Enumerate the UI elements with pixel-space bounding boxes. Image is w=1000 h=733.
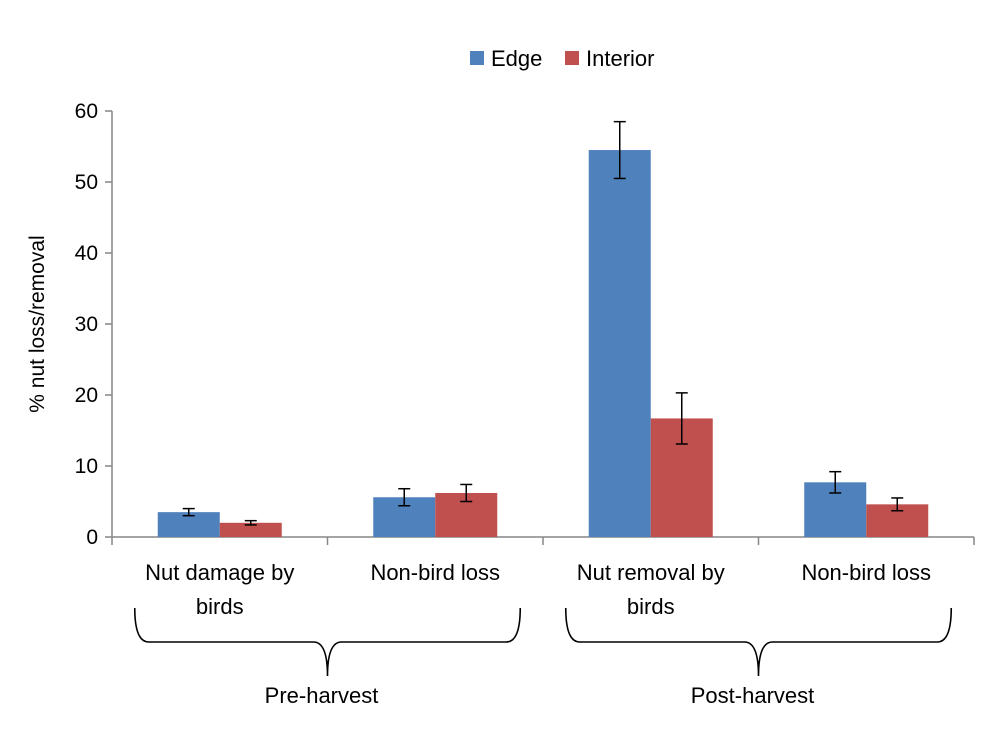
group-label: Post-harvest <box>691 683 815 708</box>
category-label: Non-bird loss <box>801 560 931 585</box>
category-label: birds <box>627 594 675 619</box>
y-tick-label: 10 <box>75 455 98 478</box>
y-axis-title: % nut loss/removal <box>26 235 49 412</box>
legend-swatch-edge <box>470 51 484 65</box>
group-brace <box>564 607 953 677</box>
y-tick-label: 30 <box>75 313 98 336</box>
bar-interior <box>219 522 282 537</box>
legend-label-interior: Interior <box>586 46 654 71</box>
group-label: Pre-harvest <box>265 683 379 708</box>
y-tick-label: 0 <box>86 526 98 549</box>
category-label: Nut removal by <box>577 560 725 585</box>
group-brace <box>133 607 522 677</box>
bar-edge <box>588 150 651 538</box>
y-tick-label: 40 <box>75 242 98 265</box>
category-label: Non-bird loss <box>370 560 500 585</box>
y-tick-label: 60 <box>75 100 98 123</box>
y-tick-label: 50 <box>75 171 98 194</box>
category-label: Nut damage by <box>145 560 294 585</box>
y-tick-label: 20 <box>75 384 98 407</box>
legend-swatch-interior <box>565 51 579 65</box>
category-label: birds <box>196 594 244 619</box>
legend-label-edge: Edge <box>491 46 542 71</box>
